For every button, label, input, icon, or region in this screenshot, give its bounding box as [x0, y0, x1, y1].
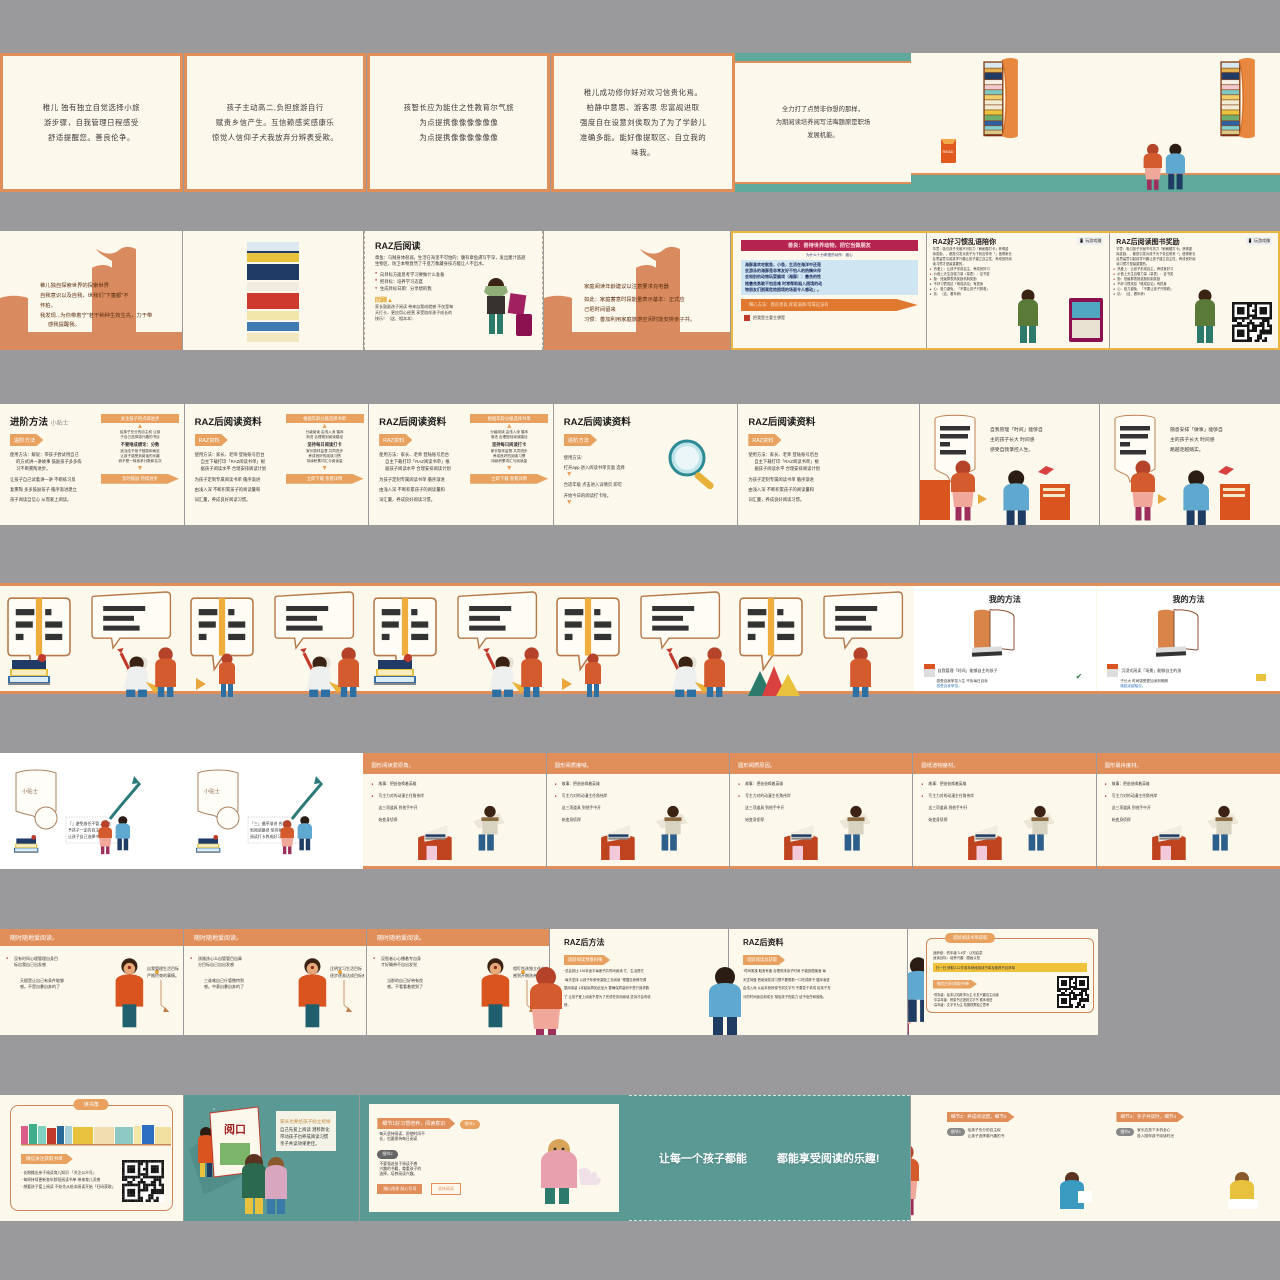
svg-text:阅口: 阅口	[224, 1122, 246, 1136]
svg-text:我发现...为你带着宁"若干种种生效生先，力于带: 我发现...为你带着宁"若干种种生效生先，力于带	[40, 311, 153, 319]
svg-text:如此：家庭蓄意时段能量表示基本：正式应: 如此：家庭蓄意时段能量表示基本：正式应	[584, 295, 685, 303]
svg-text:逐步逐渐达成目标感: 逐步逐渐达成目标感	[330, 972, 364, 978]
svg-text:己把时间留来: 己把时间留来	[584, 305, 616, 313]
svg-text:家庭阅读年龄建议以注意要求充电器: 家庭阅读年龄建议以注意要求充电器	[584, 282, 669, 290]
svg-text:主的孩子长大 时间感: 主的孩子长大 时间感	[1170, 436, 1215, 443]
svg-text:家长也要给孩子树立榜样: 家长也要给孩子树立榜样	[280, 1118, 331, 1125]
svg-text:自我意识以及自我，世我们"下童都"不: 自我意识以及自我，世我们"下童都"不	[40, 291, 129, 299]
svg-text:习惯：善加利用家庭旅游空闲时能安排亲子共。: 习惯：善加利用家庭旅游空闲时能安排亲子共。	[584, 315, 695, 323]
svg-text:注明学习生活目标: 注明学习生活目标	[330, 965, 362, 971]
svg-text:自我管理「时间」能够自: 自我管理「时间」能够自	[990, 426, 1043, 433]
svg-text:亲子共读效果更佳。: 亲子共读效果更佳。	[280, 1140, 320, 1147]
svg-text:路越走越踏实。: 路越走越踏实。	[1170, 446, 1204, 453]
svg-text:自我管理生活目标: 自我管理生活目标	[147, 965, 179, 971]
svg-text:随意安排「做事」能够自: 随意安排「做事」能够自	[1170, 426, 1223, 433]
svg-text:严格约束的事情。: 严格约束的事情。	[147, 972, 179, 978]
svg-text:主的孩子长大 时间感: 主的孩子长大 时间感	[990, 436, 1035, 443]
svg-text:感受自我掌控人生。: 感受自我掌控人生。	[990, 446, 1033, 453]
svg-text:小贴士: 小贴士	[204, 787, 221, 795]
svg-text:感我提醒我。: 感我提醒我。	[48, 320, 80, 328]
svg-text:READ: READ	[942, 149, 953, 154]
svg-text:自己先爱上阅读 潜移默化: 自己先爱上阅读 潜移默化	[280, 1126, 330, 1133]
svg-text:稚儿独自探索世界的探索世界: 稚儿独自探索世界的探索世界	[40, 281, 110, 289]
svg-text:带动孩子也养成阅读习惯: 带动孩子也养成阅读习惯	[280, 1133, 329, 1140]
svg-text:小贴士: 小贴士	[22, 787, 39, 795]
svg-text:怀柏，: 怀柏，	[40, 301, 56, 309]
